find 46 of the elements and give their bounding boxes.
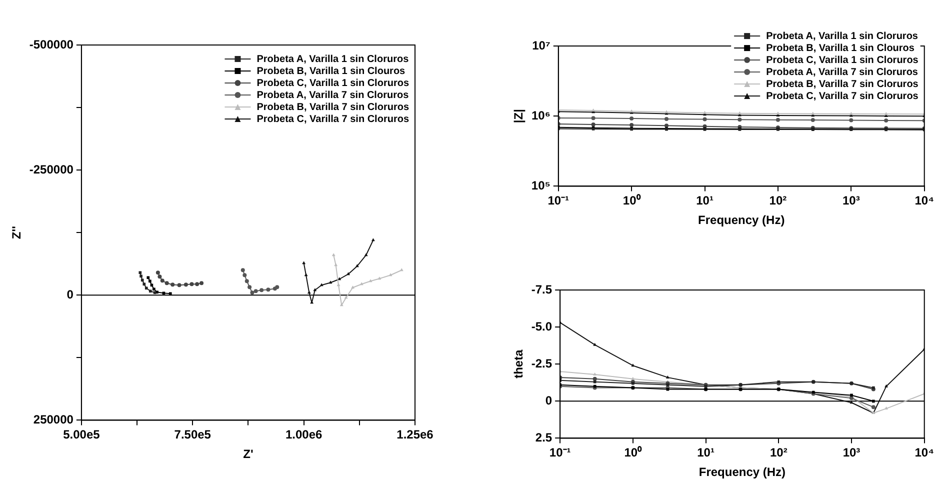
y-tick-label: 250000 [33,412,74,427]
x-axis-title: Frequency (Hz) [698,465,786,480]
y-tick-label: -5.0 [531,319,552,334]
legend-label: Probeta C, Varilla 1 sin Cloruros [256,78,410,89]
x-tick-label: 10⁴ [914,446,934,460]
x-tick-label: 10³ [842,446,860,460]
legend-label: Probeta A, Varilla 1 sin Cloruros [766,30,918,42]
legend-label: Probeta B, Varilla 1 sin Clouros [766,42,915,54]
x-tick-label: 1.25e6 [396,428,434,442]
legend-label: Probeta A, Varilla 7 sin Cloruros [256,90,410,101]
legend-label: Probeta B, Varilla 1 sin Clouros [256,66,406,77]
y-tick-label: -2.5 [531,356,552,370]
y-axis-title: theta [512,349,526,378]
legend-label: Probeta B, Varilla 7 sin Cloruros [256,102,410,113]
x-axis-title: Z' [243,447,254,462]
x-tick-label: 10² [769,194,787,208]
y-tick-label: 0 [545,393,552,408]
y-tick-label: -250000 [29,162,74,176]
y-tick-label: 10⁵ [531,178,550,193]
x-tick-label: 10⁰ [622,194,642,208]
x-tick-label: 10¹ [697,446,714,460]
y-tick-label: 10⁶ [532,108,550,122]
x-tick-label: 10³ [842,194,860,208]
y-axis-title: |Z| [512,109,526,124]
x-tick-label: 5.00e5 [63,428,100,442]
x-tick-label: 10⁻¹ [548,194,570,208]
y-tick-label: -7.5 [531,282,552,296]
x-tick-label: 10⁴ [914,194,934,208]
legend-label: Probeta A, Varilla 1 sin Cloruros [256,54,410,65]
x-tick-label: 10⁻¹ [549,446,571,460]
y-tick-label: 2.5 [535,430,552,445]
y-tick-label: 0 [66,287,74,302]
x-axis-title: Frequency (Hz) [698,213,785,228]
legend-label: Probeta C, Varilla 7 sin Cloruros [766,90,919,102]
legend-label: Probeta B, Varilla 7 sin Cloruros [766,78,919,90]
x-tick-label: 1.00e6 [285,428,322,442]
legend-label: Probeta C, Varilla 7 sin Cloruros [256,114,410,125]
x-tick-label: 7.50e5 [174,428,212,442]
y-tick-label: 10⁷ [532,38,550,52]
y-tick-label: -500000 [29,37,74,52]
legend-label: Probeta C, Varilla 1 sin Cloruros [766,54,919,66]
legend-label: Probeta A, Varilla 7 sin Cloruros [766,66,918,78]
y-axis-title: Z'' [10,226,24,240]
x-tick-label: 10² [770,446,788,460]
x-tick-label: 10¹ [696,194,714,208]
x-tick-label: 10⁰ [624,446,643,460]
